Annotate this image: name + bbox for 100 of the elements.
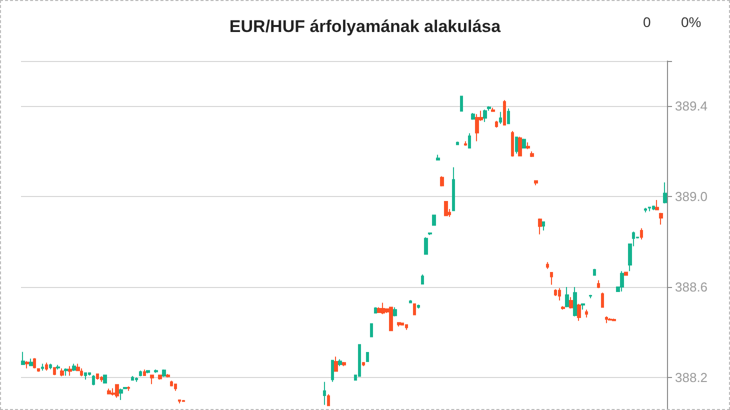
candlestick	[511, 130, 514, 158]
candlestick	[327, 394, 330, 406]
chart-title: EUR/HUF árfolyamának alakulása	[229, 17, 502, 36]
candlestick	[381, 302, 385, 315]
candlestick	[522, 138, 526, 149]
candlestick	[468, 132, 471, 149]
candlestick	[323, 381, 326, 406]
candlestick	[499, 111, 502, 124]
candlestick	[593, 268, 596, 276]
candlestick	[92, 374, 95, 386]
candlestick	[569, 296, 573, 309]
y-tick-label: 389.4	[675, 98, 708, 114]
candlestick	[84, 372, 87, 380]
candlestick	[154, 368, 158, 374]
candlestick	[146, 370, 150, 374]
candlestick	[589, 294, 592, 299]
candlestick	[393, 306, 397, 317]
candlestick	[56, 364, 60, 370]
text: 0%	[681, 14, 702, 30]
candlestick	[135, 376, 138, 382]
candlestick	[444, 201, 448, 217]
candlestick	[620, 270, 624, 292]
candlestick	[530, 150, 534, 158]
candlestick	[119, 388, 123, 400]
candlestick	[663, 182, 667, 204]
candlestick	[389, 306, 393, 332]
candlestick	[366, 352, 369, 362]
candlestick	[577, 303, 581, 322]
candlestick	[37, 368, 40, 372]
text: 0	[643, 14, 651, 30]
candlestick	[655, 199, 659, 211]
candlestick	[342, 361, 346, 367]
candlestick	[538, 218, 542, 235]
candlestick	[96, 373, 99, 380]
candlestick	[534, 180, 538, 186]
candlestick	[127, 386, 130, 392]
candlestick	[558, 288, 561, 302]
candlestick	[41, 363, 44, 372]
candlestick	[103, 374, 107, 384]
candlestick	[166, 373, 170, 378]
candlestick	[542, 220, 545, 231]
candlestick	[452, 166, 455, 212]
candlestick	[428, 232, 432, 236]
candlestick	[182, 399, 185, 402]
candlestick	[178, 399, 181, 404]
candlestick	[515, 136, 518, 154]
candlestick	[158, 374, 162, 380]
candlestick	[605, 316, 608, 324]
candlestick	[526, 142, 530, 150]
candlestick	[464, 140, 467, 146]
candlestick	[581, 302, 585, 310]
candlestick	[64, 368, 68, 376]
candlestick	[162, 368, 166, 378]
candlestick	[45, 362, 48, 372]
candlestick	[644, 207, 647, 213]
candlestick	[456, 141, 459, 146]
candlestick	[573, 286, 577, 317]
candlestick	[546, 262, 549, 270]
y-tick-label: 389.0	[675, 189, 708, 204]
candlestick	[358, 344, 361, 377]
candlestick	[550, 272, 553, 286]
candlestick	[60, 368, 64, 377]
candlestick	[659, 212, 663, 226]
candlestick	[612, 318, 616, 322]
candlestick	[518, 136, 522, 156]
candlestick	[460, 96, 463, 112]
candlestick	[131, 376, 134, 382]
candlestick	[76, 363, 80, 372]
candlestick	[170, 380, 173, 387]
candlestick	[111, 388, 115, 396]
candlestick	[338, 358, 342, 367]
candlestick	[421, 274, 424, 285]
candlestick	[115, 384, 119, 398]
candlestick	[377, 306, 381, 314]
candlestick	[565, 286, 569, 308]
candlestick	[68, 366, 72, 376]
candlestick	[374, 306, 377, 314]
candlestick	[53, 366, 56, 376]
candlestick	[25, 360, 29, 369]
candlestick	[475, 114, 479, 142]
candlestick	[139, 370, 142, 377]
candlestick	[648, 206, 651, 212]
y-tick-label: 388.2	[675, 370, 708, 385]
candlestick	[554, 288, 557, 297]
candlestick	[80, 368, 83, 377]
candlestick	[608, 318, 612, 321]
candlestick	[640, 228, 643, 240]
candlestick	[503, 100, 506, 126]
candlestick	[100, 376, 103, 382]
candlestick	[432, 214, 436, 226]
candlestick	[597, 280, 600, 289]
candlestick	[72, 363, 76, 372]
candlestick	[413, 302, 416, 316]
candlestick	[334, 356, 338, 372]
candlestick	[483, 109, 487, 123]
candlestick	[49, 363, 52, 370]
candlestick	[21, 351, 25, 366]
candlestick	[417, 304, 420, 309]
candlestick	[331, 360, 334, 382]
candlestick	[405, 324, 408, 330]
